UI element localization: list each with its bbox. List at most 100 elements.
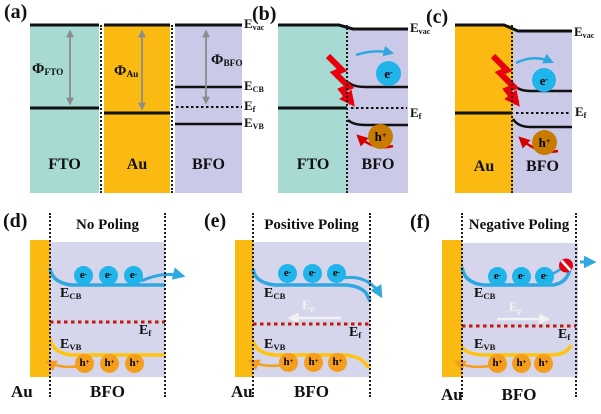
electron-icon: e- (535, 267, 554, 286)
electron-charge: - (313, 269, 317, 277)
electron-icon: e- (303, 264, 322, 283)
hole-charge: + (545, 137, 551, 147)
work-function-label-bfo: ΦBFO (211, 52, 243, 70)
interface-dotted-line (346, 25, 348, 193)
level-label-evb-e: EVB (264, 337, 286, 352)
interface-dotted-line (164, 213, 166, 397)
level-label-evb-d: EVB (60, 337, 82, 352)
level-label-ef-c: Ef (575, 104, 587, 120)
material-label-bfo-e: BFO (294, 382, 329, 401)
level-label-evb-f: EVB (474, 337, 496, 352)
level-label-evac-c: Evac (574, 24, 595, 40)
electron-icon: e- (124, 266, 143, 285)
electron-icon: e- (512, 267, 531, 286)
electron-charge: - (390, 68, 393, 78)
level-label-evac-a: Evac (244, 16, 265, 32)
material-label-bfo-b: BFO (361, 156, 395, 173)
panel-tag-b: (b) (252, 3, 277, 25)
hole-symbol: h (516, 357, 523, 369)
hole-charge: + (289, 358, 294, 366)
electron-charge: - (134, 271, 138, 279)
interface-dotted-line (575, 213, 577, 397)
hole-icon: h + (368, 124, 393, 149)
au-electrode-d (30, 240, 50, 377)
level-label-ecb-f: ECB (474, 286, 496, 301)
interface-dotted-line (100, 25, 102, 193)
material-label-au: Au (126, 156, 148, 173)
material-label-fto-b: FTO (296, 156, 330, 173)
interface-dotted-line (461, 213, 463, 397)
level-label-ecb-e: ECB (264, 286, 286, 301)
hole-charge: + (110, 359, 115, 367)
hole-icon: h + (125, 354, 144, 373)
interface-dotted-line (171, 25, 173, 193)
level-label-ef-d: Ef (139, 323, 152, 338)
hole-icon: h + (532, 130, 557, 155)
level-label-evac-b: Evac (410, 20, 431, 36)
au-electrode-f (442, 240, 462, 377)
level-label-ecb-a: ECB (244, 78, 264, 94)
electron-icon: e- (278, 264, 297, 283)
electrode-label-au-d: Au (11, 382, 33, 401)
electron-symbol: e (539, 72, 546, 88)
panel-tag-c: (c) (426, 6, 449, 28)
hole-symbol: h (129, 357, 136, 369)
electron-charge: - (545, 272, 549, 280)
hole-icon: h + (488, 354, 507, 373)
hole-symbol: h (538, 135, 546, 150)
electron-charge: - (498, 272, 502, 280)
poling-title-e: Positive Poling (264, 217, 359, 233)
au-block-c (455, 25, 513, 193)
level-label-evb-a: EVB (244, 115, 264, 131)
material-label-au-c: Au (473, 158, 495, 175)
material-label-bfo-f: BFO (501, 385, 537, 404)
hole-icon: h + (512, 354, 531, 373)
panel-tag-e: (e) (204, 210, 227, 232)
work-function-label-au: ΦAu (114, 63, 139, 81)
electrode-label-au-e: Au (231, 382, 253, 401)
electron-icon: e- (99, 266, 118, 285)
panel-tag-a: (a) (4, 1, 28, 23)
material-label-bfo-d: BFO (90, 382, 125, 401)
au-block-a (104, 25, 170, 193)
poling-title-f: Negative Poling (468, 217, 570, 233)
interface-dotted-line (511, 25, 513, 193)
hole-charge: + (544, 359, 549, 367)
polarization-label-f: Ep (509, 299, 523, 315)
electron-icon: e- (488, 267, 507, 286)
interface-dotted-line (369, 213, 371, 397)
hole-charge: + (381, 131, 387, 141)
hole-icon: h + (328, 353, 347, 372)
level-label-ecb-d: ECB (60, 286, 82, 301)
au-electrode-e (235, 240, 253, 377)
material-label-bfo: BFO (192, 156, 225, 173)
electron-charge: - (288, 269, 292, 277)
hole-icon: h + (304, 353, 323, 372)
electron-icon: e- (327, 264, 346, 283)
electron-charge: - (109, 271, 113, 279)
interface-dotted-line (49, 213, 51, 397)
electron-icon: e- (74, 266, 93, 285)
hole-symbol: h (538, 357, 545, 369)
electron-charge: - (84, 271, 88, 279)
hole-icon: h + (279, 353, 298, 372)
electron-charge: - (337, 269, 341, 277)
material-label-bfo-c: BFO (526, 158, 559, 175)
hole-icon: h + (75, 354, 94, 373)
hole-symbol: h (374, 129, 382, 144)
polarization-label-e: Ep (302, 297, 316, 313)
panel-tag-d: (d) (3, 210, 28, 232)
hole-charge: + (85, 359, 90, 367)
work-function-label-fto: ΦFTO (32, 61, 64, 79)
electrode-label-au-f: Au (441, 385, 463, 404)
level-label-ef-a: Ef (244, 98, 256, 114)
hole-charge: + (498, 359, 503, 367)
level-label-ef-e: Ef (349, 325, 362, 340)
hole-symbol: h (492, 357, 499, 369)
hole-symbol: h (104, 357, 111, 369)
electron-charge: - (545, 74, 549, 84)
hole-charge: + (314, 358, 319, 366)
electron-symbol: e (384, 66, 391, 81)
hole-charge: + (135, 359, 140, 367)
